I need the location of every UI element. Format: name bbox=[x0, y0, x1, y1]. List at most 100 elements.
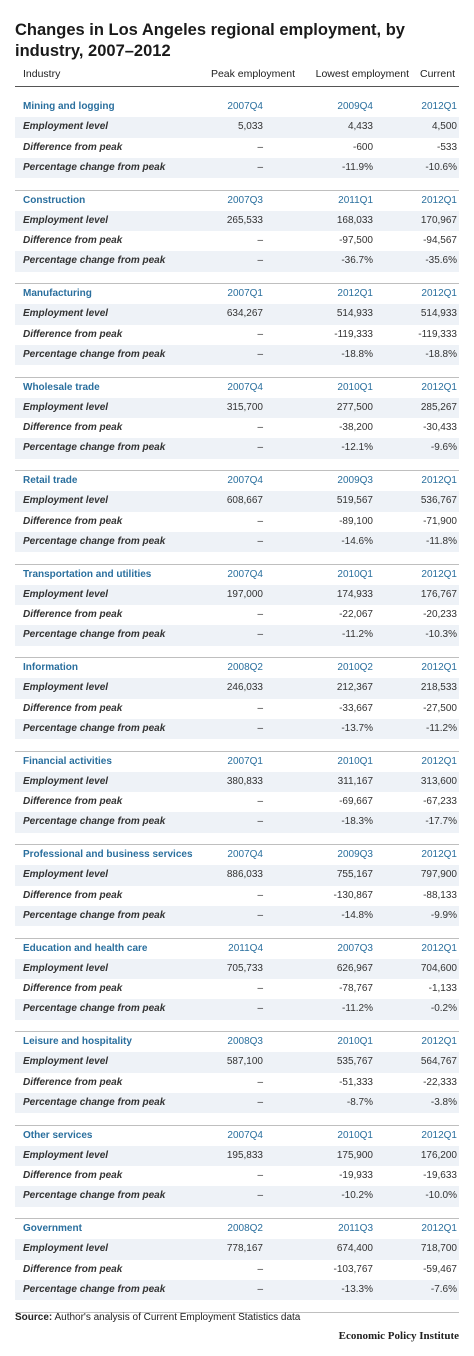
peak-cell: – bbox=[257, 535, 263, 547]
industry-name: Transportation and utilities bbox=[23, 568, 152, 580]
peak-cell: – bbox=[257, 889, 263, 901]
current-cell: 2012Q1 bbox=[421, 755, 457, 767]
current-cell: 536,767 bbox=[420, 495, 457, 507]
current-cell: -11.2% bbox=[426, 722, 457, 734]
industry-section: Manufacturing 2007Q1 2012Q1 2012Q1 Employmen… bbox=[15, 284, 459, 378]
industry-row: Other services 2007Q4 2010Q1 2012Q1 bbox=[15, 1126, 459, 1146]
row-label: Difference from peak bbox=[23, 141, 123, 153]
table-row: Difference from peak – -19,933 -19,633 bbox=[15, 1166, 459, 1186]
lowest-cell: 626,967 bbox=[336, 962, 373, 974]
row-label: Percentage change from peak bbox=[23, 816, 166, 828]
peak-cell: – bbox=[257, 161, 263, 173]
table-row: Percentage change from peak – -8.7% -3.8% bbox=[15, 1092, 459, 1114]
lowest-cell: -103,767 bbox=[333, 1263, 373, 1275]
peak-cell: – bbox=[257, 442, 263, 454]
table-row: Employment level 5,033 4,433 4,500 bbox=[15, 117, 459, 138]
lowest-cell: 535,767 bbox=[336, 1056, 373, 1068]
table-row: Difference from peak – -78,767 -1,133 bbox=[15, 979, 459, 999]
current-cell: -20,233 bbox=[423, 609, 457, 621]
current-cell: -27,500 bbox=[423, 702, 457, 714]
industry-name: Mining and logging bbox=[23, 101, 115, 112]
header-industry: Industry bbox=[23, 68, 61, 80]
lowest-cell: 674,400 bbox=[336, 1243, 373, 1255]
peak-cell: – bbox=[257, 629, 263, 641]
table-row: Percentage change from peak – -13.3% -7.6% bbox=[15, 1279, 459, 1301]
row-label: Percentage change from peak bbox=[23, 161, 166, 173]
current-cell: -0.2% bbox=[430, 1003, 457, 1015]
row-label: Employment level bbox=[23, 869, 109, 881]
row-label: Employment level bbox=[23, 962, 109, 974]
peak-cell: 705,733 bbox=[226, 962, 263, 974]
industry-name: Other services bbox=[23, 1129, 93, 1141]
table-row: Employment level 608,667 519,567 536,767 bbox=[15, 491, 459, 512]
row-label: Difference from peak bbox=[23, 1170, 123, 1182]
page-title: Changes in Los Angeles regional employme… bbox=[15, 21, 405, 60]
current-cell: 4,500 bbox=[431, 121, 457, 133]
row-label: Difference from peak bbox=[23, 702, 123, 714]
peak-cell: – bbox=[257, 722, 263, 734]
table-row: Employment level 195,833 175,900 176,200 bbox=[15, 1145, 459, 1167]
peak-cell: 5,033 bbox=[237, 121, 263, 133]
row-label: Percentage change from peak bbox=[23, 1283, 166, 1295]
peak-cell: 2011Q4 bbox=[228, 942, 263, 954]
current-cell: -119,333 bbox=[418, 328, 457, 340]
lowest-cell: 175,900 bbox=[336, 1149, 373, 1161]
row-label: Employment level bbox=[23, 121, 109, 133]
current-cell: -30,433 bbox=[423, 422, 457, 434]
peak-cell: – bbox=[257, 1076, 263, 1088]
lowest-cell: -11.2% bbox=[342, 629, 373, 641]
current-cell: -59,467 bbox=[423, 1263, 457, 1275]
table-row: Difference from peak – -97,500 -94,567 bbox=[15, 231, 459, 251]
table-row: Percentage change from peak – -14.8% -9.9% bbox=[15, 905, 459, 927]
peak-cell: – bbox=[257, 983, 263, 995]
lowest-cell: 2009Q4 bbox=[337, 101, 373, 112]
peak-cell: 587,100 bbox=[226, 1056, 263, 1068]
source-label: Source: bbox=[15, 1312, 53, 1323]
row-label: Difference from peak bbox=[23, 515, 123, 527]
industry-section: Other services 2007Q4 2010Q1 2012Q1 Employme… bbox=[15, 1126, 459, 1219]
peak-cell: 634,267 bbox=[226, 308, 263, 320]
peak-cell: 2007Q3 bbox=[227, 194, 263, 206]
industry-name: Retail trade bbox=[23, 475, 78, 486]
current-cell: 2012Q1 bbox=[421, 381, 457, 393]
peak-cell: 380,833 bbox=[226, 775, 263, 787]
industry-row: Professional and business services 2007Q4… bbox=[15, 845, 459, 865]
lowest-cell: -11.2% bbox=[342, 1003, 373, 1015]
industry-section: Wholesale trade 2007Q4 2010Q1 2012Q1 Employm… bbox=[15, 378, 459, 471]
table-row: Percentage change from peak – -11.9% -10.6% bbox=[15, 157, 459, 179]
current-cell: -17.7% bbox=[425, 816, 457, 828]
lowest-cell: -97,500 bbox=[339, 235, 373, 247]
lowest-cell: 2010Q1 bbox=[337, 755, 373, 767]
peak-cell: 886,033 bbox=[226, 869, 263, 881]
lowest-cell: -130,867 bbox=[333, 889, 373, 901]
industry-row: Manufacturing 2007Q1 2012Q1 2012Q1 bbox=[15, 284, 459, 304]
row-label: Employment level bbox=[23, 775, 109, 787]
peak-cell: 778,167 bbox=[226, 1243, 263, 1255]
row-label: Percentage change from peak bbox=[23, 348, 166, 360]
current-cell: 2012Q1 bbox=[421, 1223, 457, 1234]
current-cell: -7.6% bbox=[430, 1283, 457, 1295]
industry-section: Education and health care 2011Q4 2007Q3 201… bbox=[15, 939, 459, 1032]
table-row: Percentage change from peak – -18.8% -18.8% bbox=[15, 344, 459, 366]
table-row: Employment level 886,033 755,167 797,900 bbox=[15, 865, 459, 886]
industry-section: Retail trade 2007Q4 2009Q3 2012Q1 Employment… bbox=[15, 471, 459, 565]
industry-name: Manufacturing bbox=[23, 288, 92, 299]
peak-cell: – bbox=[257, 1283, 263, 1295]
row-label: Percentage change from peak bbox=[23, 442, 166, 454]
table-row: Employment level 380,833 311,167 313,600 bbox=[15, 771, 459, 793]
lowest-cell: 519,567 bbox=[336, 495, 373, 507]
lowest-cell: 212,367 bbox=[336, 682, 373, 694]
table-row: Difference from peak – -38,200 -30,433 bbox=[15, 418, 459, 438]
industry-row: Wholesale trade 2007Q4 2010Q1 2012Q1 bbox=[15, 378, 459, 398]
current-cell: -11.8% bbox=[426, 535, 457, 547]
lowest-cell: -38,200 bbox=[339, 422, 373, 434]
peak-cell: – bbox=[257, 1096, 263, 1108]
industry-section: Leisure and hospitality 2008Q3 2010Q1 2012Q… bbox=[15, 1032, 459, 1126]
current-cell: -10.3% bbox=[425, 629, 457, 641]
lowest-cell: 168,033 bbox=[336, 214, 373, 226]
lowest-cell: 2010Q1 bbox=[337, 381, 373, 393]
table-row: Employment level 246,033 212,367 218,533 bbox=[15, 678, 459, 699]
row-label: Percentage change from peak bbox=[23, 1190, 166, 1202]
table-row: Difference from peak – -130,867 -88,133 bbox=[15, 886, 459, 906]
